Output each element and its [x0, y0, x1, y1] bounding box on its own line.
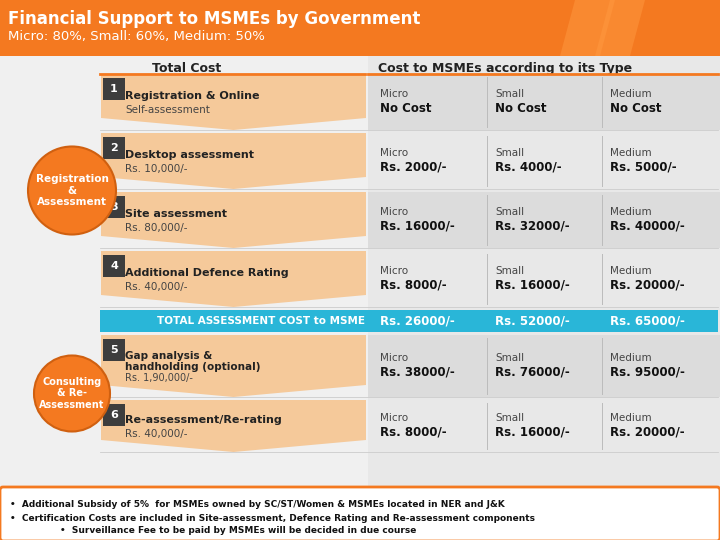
Text: 1: 1 — [110, 84, 118, 94]
Text: Rs. 16000/-: Rs. 16000/- — [495, 279, 570, 292]
Text: Medium: Medium — [610, 266, 652, 276]
FancyBboxPatch shape — [0, 537, 720, 540]
Text: Medium: Medium — [610, 353, 652, 363]
Text: 4: 4 — [110, 261, 118, 271]
Text: Rs. 8000/-: Rs. 8000/- — [380, 279, 446, 292]
Polygon shape — [101, 400, 366, 452]
Text: Medium: Medium — [610, 89, 652, 99]
Text: Rs. 40000/-: Rs. 40000/- — [610, 219, 685, 233]
Text: Micro: Micro — [380, 148, 408, 158]
Text: Rs. 80,000/-: Rs. 80,000/- — [125, 223, 187, 233]
Text: Rs. 1,90,000/-: Rs. 1,90,000/- — [125, 373, 193, 383]
Text: handholding (optional): handholding (optional) — [125, 362, 261, 372]
Circle shape — [28, 146, 116, 234]
FancyBboxPatch shape — [0, 487, 720, 540]
Text: Small: Small — [495, 353, 524, 363]
Text: Re-assessment/Re-rating: Re-assessment/Re-rating — [125, 415, 282, 425]
FancyBboxPatch shape — [103, 255, 125, 277]
Text: TOTAL ASSESSMENT COST to MSME: TOTAL ASSESSMENT COST to MSME — [157, 316, 365, 326]
Text: 5: 5 — [110, 345, 118, 355]
Text: 6: 6 — [110, 410, 118, 420]
Text: Micro: Micro — [380, 413, 408, 423]
Circle shape — [34, 355, 110, 431]
FancyBboxPatch shape — [368, 251, 720, 307]
Text: Micro: Micro — [380, 353, 408, 363]
FancyBboxPatch shape — [103, 137, 125, 159]
Text: Micro: Micro — [380, 266, 408, 276]
Text: Rs. 20000/-: Rs. 20000/- — [610, 426, 685, 438]
Text: Small: Small — [495, 148, 524, 158]
FancyBboxPatch shape — [100, 310, 718, 332]
Text: Rs. 40,000/-: Rs. 40,000/- — [125, 429, 187, 439]
Text: No Cost: No Cost — [380, 102, 431, 114]
Text: 3: 3 — [110, 202, 118, 212]
Text: Rs. 38000/-: Rs. 38000/- — [380, 366, 455, 379]
Text: Additional Defence Rating: Additional Defence Rating — [125, 268, 289, 278]
Text: Small: Small — [495, 413, 524, 423]
Text: Micro: Micro — [380, 89, 408, 99]
FancyBboxPatch shape — [368, 74, 720, 130]
Text: 2: 2 — [110, 143, 118, 153]
Polygon shape — [101, 192, 366, 248]
Text: Registration & Online: Registration & Online — [125, 91, 259, 101]
Polygon shape — [560, 0, 615, 56]
Text: Registration
&
Assessment: Registration & Assessment — [35, 174, 109, 207]
Text: Rs. 26000/-: Rs. 26000/- — [380, 314, 455, 327]
Text: Rs. 4000/-: Rs. 4000/- — [495, 160, 562, 173]
Text: Rs. 8000/-: Rs. 8000/- — [380, 426, 446, 438]
Text: Small: Small — [495, 89, 524, 99]
Text: Rs. 95000/-: Rs. 95000/- — [610, 366, 685, 379]
Text: Desktop assessment: Desktop assessment — [125, 150, 254, 160]
FancyBboxPatch shape — [0, 56, 720, 488]
FancyBboxPatch shape — [368, 335, 720, 397]
Text: Rs. 65000/-: Rs. 65000/- — [610, 314, 685, 327]
Polygon shape — [101, 335, 366, 397]
Text: Small: Small — [495, 266, 524, 276]
Text: Medium: Medium — [610, 207, 652, 217]
Text: Rs. 2000/-: Rs. 2000/- — [380, 160, 446, 173]
Text: Cost to MSMEs according to its Type: Cost to MSMEs according to its Type — [378, 62, 632, 75]
Text: Rs. 32000/-: Rs. 32000/- — [495, 219, 570, 233]
Text: Rs. 40,000/-: Rs. 40,000/- — [125, 282, 187, 292]
Text: Financial Support to MSMEs by Government: Financial Support to MSMEs by Government — [8, 10, 420, 28]
Text: Self-assessment: Self-assessment — [125, 105, 210, 115]
Polygon shape — [595, 0, 645, 56]
FancyBboxPatch shape — [103, 196, 125, 218]
Text: Site assessment: Site assessment — [125, 209, 227, 219]
Polygon shape — [101, 251, 366, 307]
FancyBboxPatch shape — [368, 56, 720, 488]
Text: Rs. 20000/-: Rs. 20000/- — [610, 279, 685, 292]
Text: Rs. 16000/-: Rs. 16000/- — [495, 426, 570, 438]
FancyBboxPatch shape — [103, 404, 125, 426]
Polygon shape — [101, 74, 366, 130]
Text: Rs. 76000/-: Rs. 76000/- — [495, 366, 570, 379]
FancyBboxPatch shape — [0, 0, 720, 56]
Text: Rs. 5000/-: Rs. 5000/- — [610, 160, 677, 173]
Text: •  Surveillance Fee to be paid by MSMEs will be decided in due course: • Surveillance Fee to be paid by MSMEs w… — [60, 526, 416, 535]
Text: •  Certification Costs are included in Site-assessment, Defence Rating and Re-as: • Certification Costs are included in Si… — [10, 514, 535, 523]
Text: Medium: Medium — [610, 148, 652, 158]
FancyBboxPatch shape — [368, 133, 720, 189]
Text: No Cost: No Cost — [610, 102, 662, 114]
Text: Total Cost: Total Cost — [152, 62, 221, 75]
Text: Rs. 10,000/-: Rs. 10,000/- — [125, 164, 187, 174]
Text: •  Additional Subsidy of 5%  for MSMEs owned by SC/ST/Women & MSMEs located in N: • Additional Subsidy of 5% for MSMEs own… — [10, 500, 505, 509]
Text: Gap analysis &: Gap analysis & — [125, 351, 212, 361]
Text: Rs. 16000/-: Rs. 16000/- — [380, 219, 455, 233]
Text: No Cost: No Cost — [495, 102, 546, 114]
FancyBboxPatch shape — [368, 192, 720, 248]
FancyBboxPatch shape — [103, 78, 125, 100]
Polygon shape — [101, 133, 366, 189]
Text: Micro: 80%, Small: 60%, Medium: 50%: Micro: 80%, Small: 60%, Medium: 50% — [8, 30, 265, 43]
FancyBboxPatch shape — [103, 339, 125, 361]
Text: Medium: Medium — [610, 413, 652, 423]
Text: Small: Small — [495, 207, 524, 217]
FancyBboxPatch shape — [368, 400, 720, 452]
Text: Micro: Micro — [380, 207, 408, 217]
Text: Consulting
& Re-
Assessment: Consulting & Re- Assessment — [40, 377, 104, 410]
Text: Rs. 52000/-: Rs. 52000/- — [495, 314, 570, 327]
